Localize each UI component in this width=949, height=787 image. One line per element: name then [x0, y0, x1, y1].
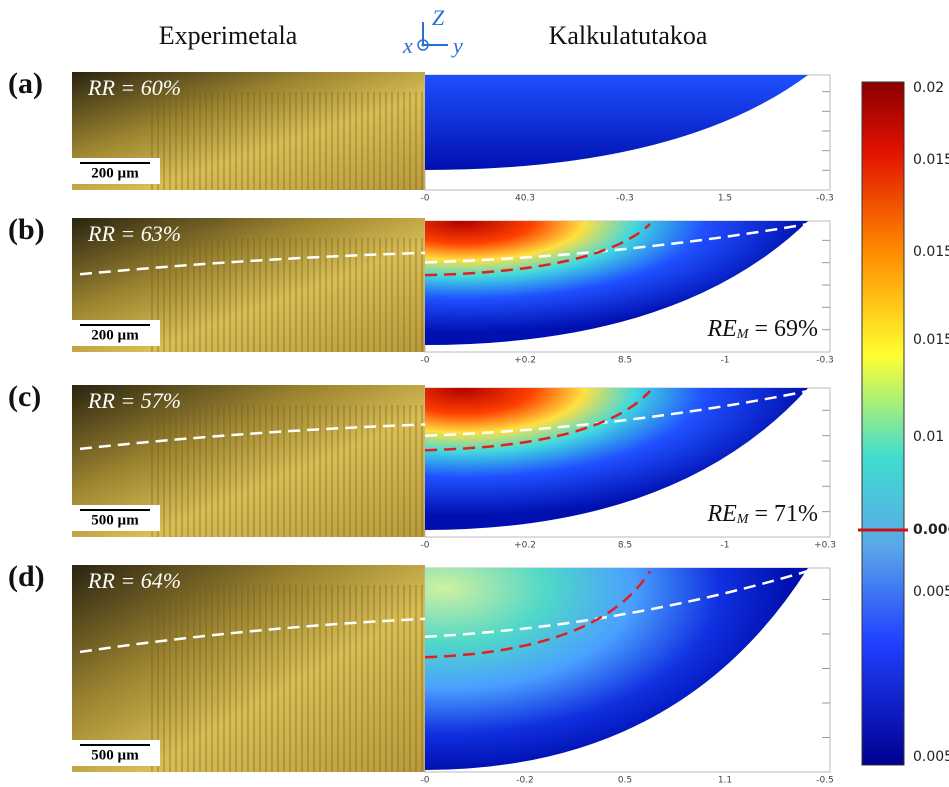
x-tick-label: -0	[421, 356, 430, 366]
axis-icon: Z x y	[402, 5, 463, 58]
axis-y: y	[451, 33, 463, 58]
micrograph-texture	[150, 405, 425, 537]
scale-bar-label: 500 µm	[91, 747, 139, 763]
simulation	[425, 75, 808, 170]
left-header: Experimetala	[159, 21, 298, 50]
x-tick-label: 0.5	[618, 776, 632, 786]
panel-label: (b)	[8, 213, 45, 246]
scale-bar-label: 200 µm	[91, 327, 139, 343]
re-label: REM = 71%	[706, 501, 818, 528]
x-tick-label: 8.5	[618, 356, 632, 366]
colorbar-label: 0.015	[913, 332, 949, 348]
colorbar-label: 0.01	[913, 429, 944, 445]
scale-bar-label: 500 µm	[91, 512, 139, 528]
x-tick-label: -0.3	[816, 356, 834, 366]
x-tick-label: -0.3	[616, 194, 634, 204]
x-tick-label: +0.2	[514, 541, 536, 551]
x-tick-label: 1.1	[718, 776, 732, 786]
right-header: Kalkulatutakoa	[549, 21, 708, 50]
axis-x: x	[402, 33, 413, 58]
x-tick-label: -0.5	[816, 776, 834, 786]
colorbar-label: 0.0066	[913, 522, 949, 538]
re-symbol: RE	[706, 316, 737, 342]
x-tick-label: -0	[421, 194, 430, 204]
rr-label: RR = 64%	[87, 568, 181, 593]
x-tick-label: 8.5	[618, 541, 632, 551]
simulation	[425, 221, 808, 345]
rr-label: RR = 57%	[87, 388, 181, 413]
rr-label: RR = 63%	[87, 221, 181, 246]
colorbar-label: 0.005	[913, 584, 949, 600]
colorbar-label: 0.02	[913, 80, 944, 96]
x-tick-label: -0	[421, 776, 430, 786]
panel-label: (c)	[8, 380, 41, 413]
re-symbol: RE	[706, 501, 737, 527]
colorbar	[862, 82, 904, 765]
panel-label: (d)	[8, 560, 45, 593]
micrograph-texture	[150, 585, 425, 772]
colorbar-label: 0.015	[913, 244, 949, 260]
panel-label: (a)	[8, 67, 43, 100]
simulation	[425, 568, 808, 770]
x-tick-label: -0	[421, 541, 430, 551]
rr-label: RR = 60%	[87, 75, 181, 100]
scale-bar-label: 200 µm	[91, 165, 139, 181]
x-tick-label: +0.2	[514, 356, 536, 366]
x-tick-label: 40.3	[515, 194, 535, 204]
simulation	[425, 388, 808, 530]
x-tick-label: 1.5	[718, 194, 732, 204]
re-subscript: M	[736, 327, 750, 342]
colorbar-label: 0.015	[913, 152, 949, 168]
figure: Experimetala Kalkulatutakoa Z x y (a) RR …	[0, 0, 949, 787]
x-tick-label: -1	[721, 541, 730, 551]
re-value: = 71%	[754, 501, 818, 527]
x-tick-label: -0.2	[516, 776, 534, 786]
micrograph-texture	[150, 92, 425, 190]
colorbar-label: 0.005	[913, 749, 949, 765]
re-label: REM = 69%	[706, 316, 818, 343]
x-tick-label: -1	[721, 356, 730, 366]
axis-z: Z	[432, 5, 445, 30]
x-tick-label: -0.3	[816, 194, 834, 204]
x-tick-label: +0.3	[814, 541, 836, 551]
re-subscript: M	[736, 512, 750, 527]
re-value: = 69%	[754, 316, 818, 342]
